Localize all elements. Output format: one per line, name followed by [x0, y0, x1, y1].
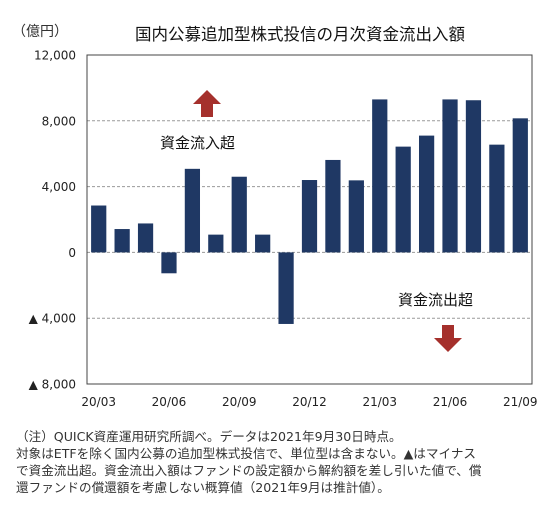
unit-label: （億円）	[12, 24, 68, 40]
x-axis-tick-labels: 20/03 20/06 20/09 20/12 21/03 21/06 21/09	[81, 395, 537, 409]
bar	[114, 229, 130, 253]
bar	[301, 180, 318, 253]
plot-frame	[86, 54, 533, 385]
bar	[489, 144, 505, 253]
down-arrow-icon	[434, 325, 462, 352]
bar	[348, 180, 364, 253]
bar	[161, 252, 177, 274]
bar	[255, 234, 271, 253]
y-tick-label: 12,000	[34, 49, 76, 63]
bar	[442, 99, 458, 253]
footnote-line: 還ファンドの償還額を考慮しない概算値（2021年9月は推計値）。	[16, 480, 390, 495]
chart-title: 国内公募追加型株式投信の月次資金流出入額	[135, 25, 465, 44]
x-tick-label: 20/09	[222, 395, 257, 409]
bar	[325, 159, 341, 253]
bar	[137, 223, 154, 253]
bar	[465, 100, 482, 253]
outflow-annotation: 資金流出超	[398, 291, 473, 309]
up-arrow-icon	[193, 90, 221, 117]
y-axis-tick-labels: 12,000 8,000 4,000 0 ▲ 4,000 ▲ 8,000	[29, 49, 76, 392]
x-tick-label: 20/06	[152, 395, 187, 409]
bar	[231, 176, 247, 253]
footnote-line: 対象はETFを除く国内公募の追加型株式投信で、単位型は含まない。▲はマイナス	[16, 446, 477, 461]
bar	[91, 205, 107, 253]
footnote-line: （注）QUICK資産運用研究所調べ。データは2021年9月30日時点。	[16, 429, 402, 444]
y-tick-label: ▲ 4,000	[29, 312, 76, 326]
x-tick-label: 21/09	[503, 395, 538, 409]
y-tick-label: 0	[68, 246, 76, 260]
inflow-annotation: 資金流入超	[160, 134, 235, 152]
y-tick-label: ▲ 8,000	[29, 378, 76, 392]
bars	[91, 99, 528, 324]
bar	[395, 146, 411, 253]
y-tick-label: 4,000	[42, 180, 76, 194]
bar	[372, 99, 388, 253]
footnote: （注）QUICK資産運用研究所調べ。データは2021年9月30日時点。 対象はE…	[16, 428, 552, 496]
bar	[184, 168, 201, 253]
chart: 国内公募追加型株式投信の月次資金流出入額 （億円） 12,000 8,000 4,0…	[12, 24, 538, 409]
bar	[278, 252, 294, 324]
bar	[418, 135, 435, 253]
x-tick-label: 21/03	[362, 395, 397, 409]
bar	[512, 118, 528, 253]
x-tick-label: 20/03	[81, 395, 116, 409]
footnote-line: で資金流出超。資金流出入額はファンドの設定額から解約額を差し引いた値で、償	[16, 463, 482, 478]
y-tick-label: 8,000	[42, 114, 76, 128]
x-tick-label: 21/06	[433, 395, 468, 409]
x-tick-label: 20/12	[292, 395, 327, 409]
bar	[208, 234, 224, 253]
